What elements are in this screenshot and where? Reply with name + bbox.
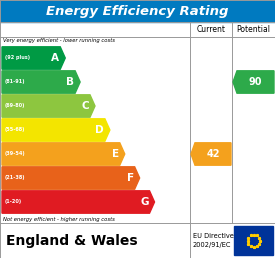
Polygon shape	[2, 47, 65, 69]
Polygon shape	[2, 71, 80, 93]
Polygon shape	[2, 119, 110, 141]
Polygon shape	[2, 95, 95, 117]
Text: G: G	[140, 197, 148, 207]
Text: C: C	[81, 101, 89, 111]
Polygon shape	[2, 167, 140, 189]
Text: (1-20): (1-20)	[5, 199, 22, 205]
Text: (69-80): (69-80)	[5, 103, 25, 109]
Text: B: B	[66, 77, 74, 87]
Polygon shape	[2, 143, 125, 165]
Text: F: F	[126, 173, 134, 183]
Text: Potential: Potential	[236, 25, 271, 34]
Text: 2002/91/EC: 2002/91/EC	[193, 241, 232, 247]
Text: A: A	[51, 53, 59, 63]
Bar	[0, 0, 275, 22]
Text: Very energy efficient - lower running costs: Very energy efficient - lower running co…	[3, 38, 115, 43]
Text: (39-54): (39-54)	[5, 151, 26, 157]
Polygon shape	[191, 143, 231, 165]
Text: Energy Efficiency Rating: Energy Efficiency Rating	[46, 4, 229, 18]
Polygon shape	[2, 191, 155, 213]
Text: Not energy efficient - higher running costs: Not energy efficient - higher running co…	[3, 217, 115, 222]
Text: 90: 90	[249, 77, 262, 87]
Text: (55-68): (55-68)	[5, 127, 25, 133]
Text: (81-91): (81-91)	[5, 79, 26, 85]
Text: 42: 42	[206, 149, 220, 159]
Text: EU Directive: EU Directive	[193, 233, 234, 239]
Text: (21-38): (21-38)	[5, 175, 26, 181]
Text: E: E	[112, 149, 119, 159]
Bar	[234, 226, 273, 255]
Polygon shape	[233, 71, 274, 93]
Text: England & Wales: England & Wales	[6, 233, 138, 247]
Text: D: D	[95, 125, 104, 135]
Text: Current: Current	[197, 25, 226, 34]
Text: (92 plus): (92 plus)	[5, 55, 30, 60]
